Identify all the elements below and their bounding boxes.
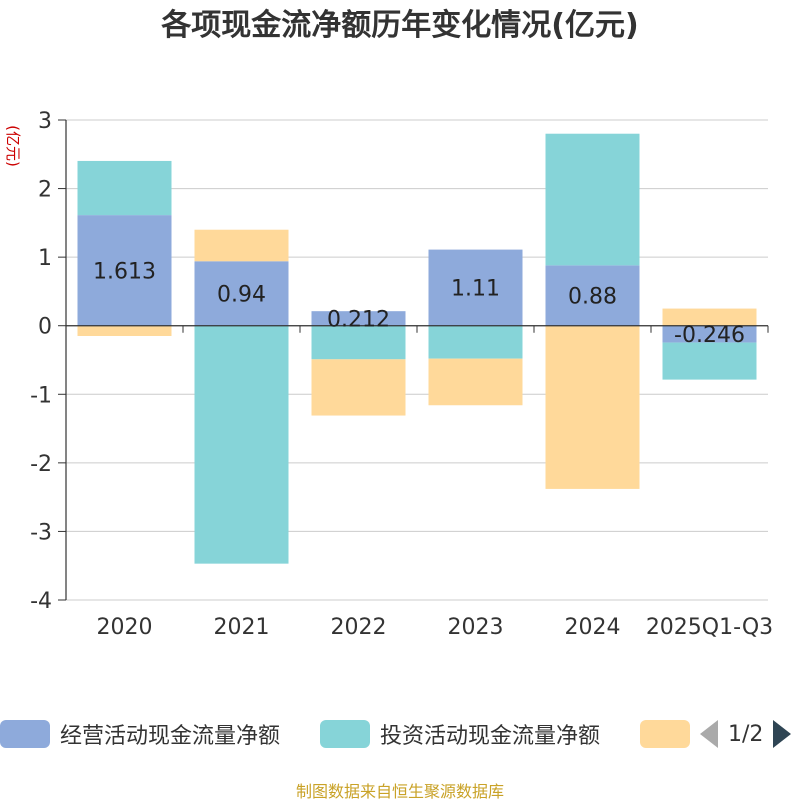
x-tick-label-2025Q1-Q3: 2025Q1-Q3 (646, 615, 773, 640)
next-page-icon[interactable] (773, 720, 792, 748)
legend-swatch-investing (320, 720, 370, 748)
x-tick-label-2021: 2021 (214, 615, 270, 640)
bar-series1-2022 (311, 325, 406, 360)
legend-swatch-financing (640, 720, 690, 748)
bar-series0-2025Q1-Q3 (662, 325, 757, 343)
bar-series0-2021 (194, 261, 289, 326)
data-source-note: 制图数据来自恒生聚源数据库 (295, 782, 504, 801)
y-tick-label--4: -4 (30, 589, 52, 614)
y-tick-label--3: -3 (30, 520, 52, 545)
chart-title: 各项现金流净额历年变化情况(亿元) (161, 8, 639, 43)
bar-series0-2024 (545, 265, 640, 326)
legend-page-indicator: 1/2 (728, 721, 764, 747)
data-label-2023: 1.11 (451, 277, 500, 302)
bar-series1-2023 (428, 325, 523, 359)
bar-series0-2022 (311, 311, 406, 326)
legend-swatch-operating (0, 720, 50, 748)
bar-series1-2025Q1-Q3 (662, 342, 757, 380)
legend-item-financing[interactable] (640, 714, 700, 754)
legend-label-investing: 投资活动现金流量净额 (380, 724, 601, 749)
x-tick-label-2024: 2024 (565, 615, 621, 640)
x-tick-label-2022: 2022 (331, 615, 387, 640)
data-label-2020: 1.613 (93, 259, 156, 284)
data-label-2022: 0.212 (327, 307, 390, 332)
previous-page-icon[interactable] (700, 720, 718, 748)
bar-series0-2023 (428, 249, 523, 326)
x-tick-label-2020: 2020 (97, 615, 153, 640)
y-tick-label-2: 2 (38, 178, 52, 203)
chart-canvas: 3 2 1 0 -1 -2 -3 -4 2020 2021 2022 2023 2024 2025Q1-Q… (30, 109, 773, 640)
y-tick-label-1: 1 (38, 246, 52, 271)
y-tick-label-0: 0 (38, 315, 52, 340)
bar-series2-2025Q1-Q3 (662, 308, 757, 326)
bar-series2-2023 (428, 358, 523, 406)
bar-series2-2020 (77, 325, 172, 336)
bar-series2-2022 (311, 359, 406, 416)
legend-label-operating: 经营活动现金流量净额 (60, 724, 281, 749)
x-tick-label-2023: 2023 (448, 615, 504, 640)
y-tick-label-3: 3 (38, 109, 52, 134)
y-tick-label--2: -2 (30, 452, 52, 477)
legend: 经营活动现金流量净额 投资活动现金流量净额 1/2 (0, 714, 800, 754)
legend-item-operating[interactable]: 经营活动现金流量净额 (0, 714, 280, 754)
bar-series0-2020 (77, 215, 172, 326)
y-tick-label--1: -1 (30, 383, 52, 408)
bar-series2-2024 (545, 325, 640, 489)
data-label-2024: 0.88 (568, 285, 617, 310)
bar-series2-2021 (194, 229, 289, 262)
data-label-2021: 0.94 (217, 282, 266, 307)
legend-pager: 1/2 (700, 714, 792, 754)
data-label-2025Q1-Q3: -0.246 (674, 323, 745, 348)
bar-series1-2024 (545, 133, 640, 266)
bar-series1-2021 (194, 325, 289, 564)
bar-series1-2020 (77, 160, 172, 216)
legend-item-investing[interactable]: 投资活动现金流量净额 (320, 714, 600, 754)
